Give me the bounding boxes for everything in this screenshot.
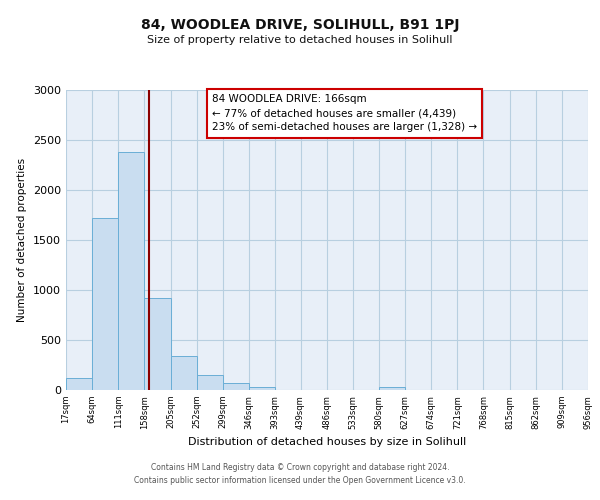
Bar	[145, 298, 170, 390]
Bar	[92, 218, 118, 390]
Bar	[66, 378, 92, 390]
Text: Size of property relative to detached houses in Solihull: Size of property relative to detached ho…	[147, 35, 453, 45]
Bar	[118, 152, 145, 390]
Y-axis label: Number of detached properties: Number of detached properties	[17, 158, 28, 322]
Text: Contains HM Land Registry data © Crown copyright and database right 2024.: Contains HM Land Registry data © Crown c…	[151, 464, 449, 472]
Text: Contains public sector information licensed under the Open Government Licence v3: Contains public sector information licen…	[134, 476, 466, 485]
Text: 84 WOODLEA DRIVE: 166sqm
← 77% of detached houses are smaller (4,439)
23% of sem: 84 WOODLEA DRIVE: 166sqm ← 77% of detach…	[212, 94, 477, 132]
Bar	[223, 383, 249, 390]
Bar	[197, 374, 223, 390]
Bar	[379, 387, 405, 390]
Text: 84, WOODLEA DRIVE, SOLIHULL, B91 1PJ: 84, WOODLEA DRIVE, SOLIHULL, B91 1PJ	[141, 18, 459, 32]
X-axis label: Distribution of detached houses by size in Solihull: Distribution of detached houses by size …	[188, 437, 466, 447]
Bar	[249, 387, 275, 390]
Bar	[170, 356, 197, 390]
